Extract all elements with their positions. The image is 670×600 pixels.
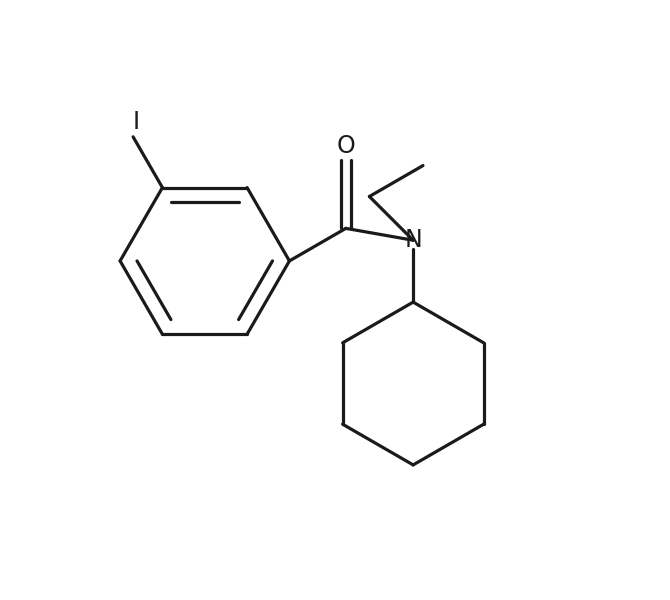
Text: I: I (133, 110, 140, 134)
Text: N: N (404, 228, 422, 252)
Text: O: O (336, 134, 355, 158)
